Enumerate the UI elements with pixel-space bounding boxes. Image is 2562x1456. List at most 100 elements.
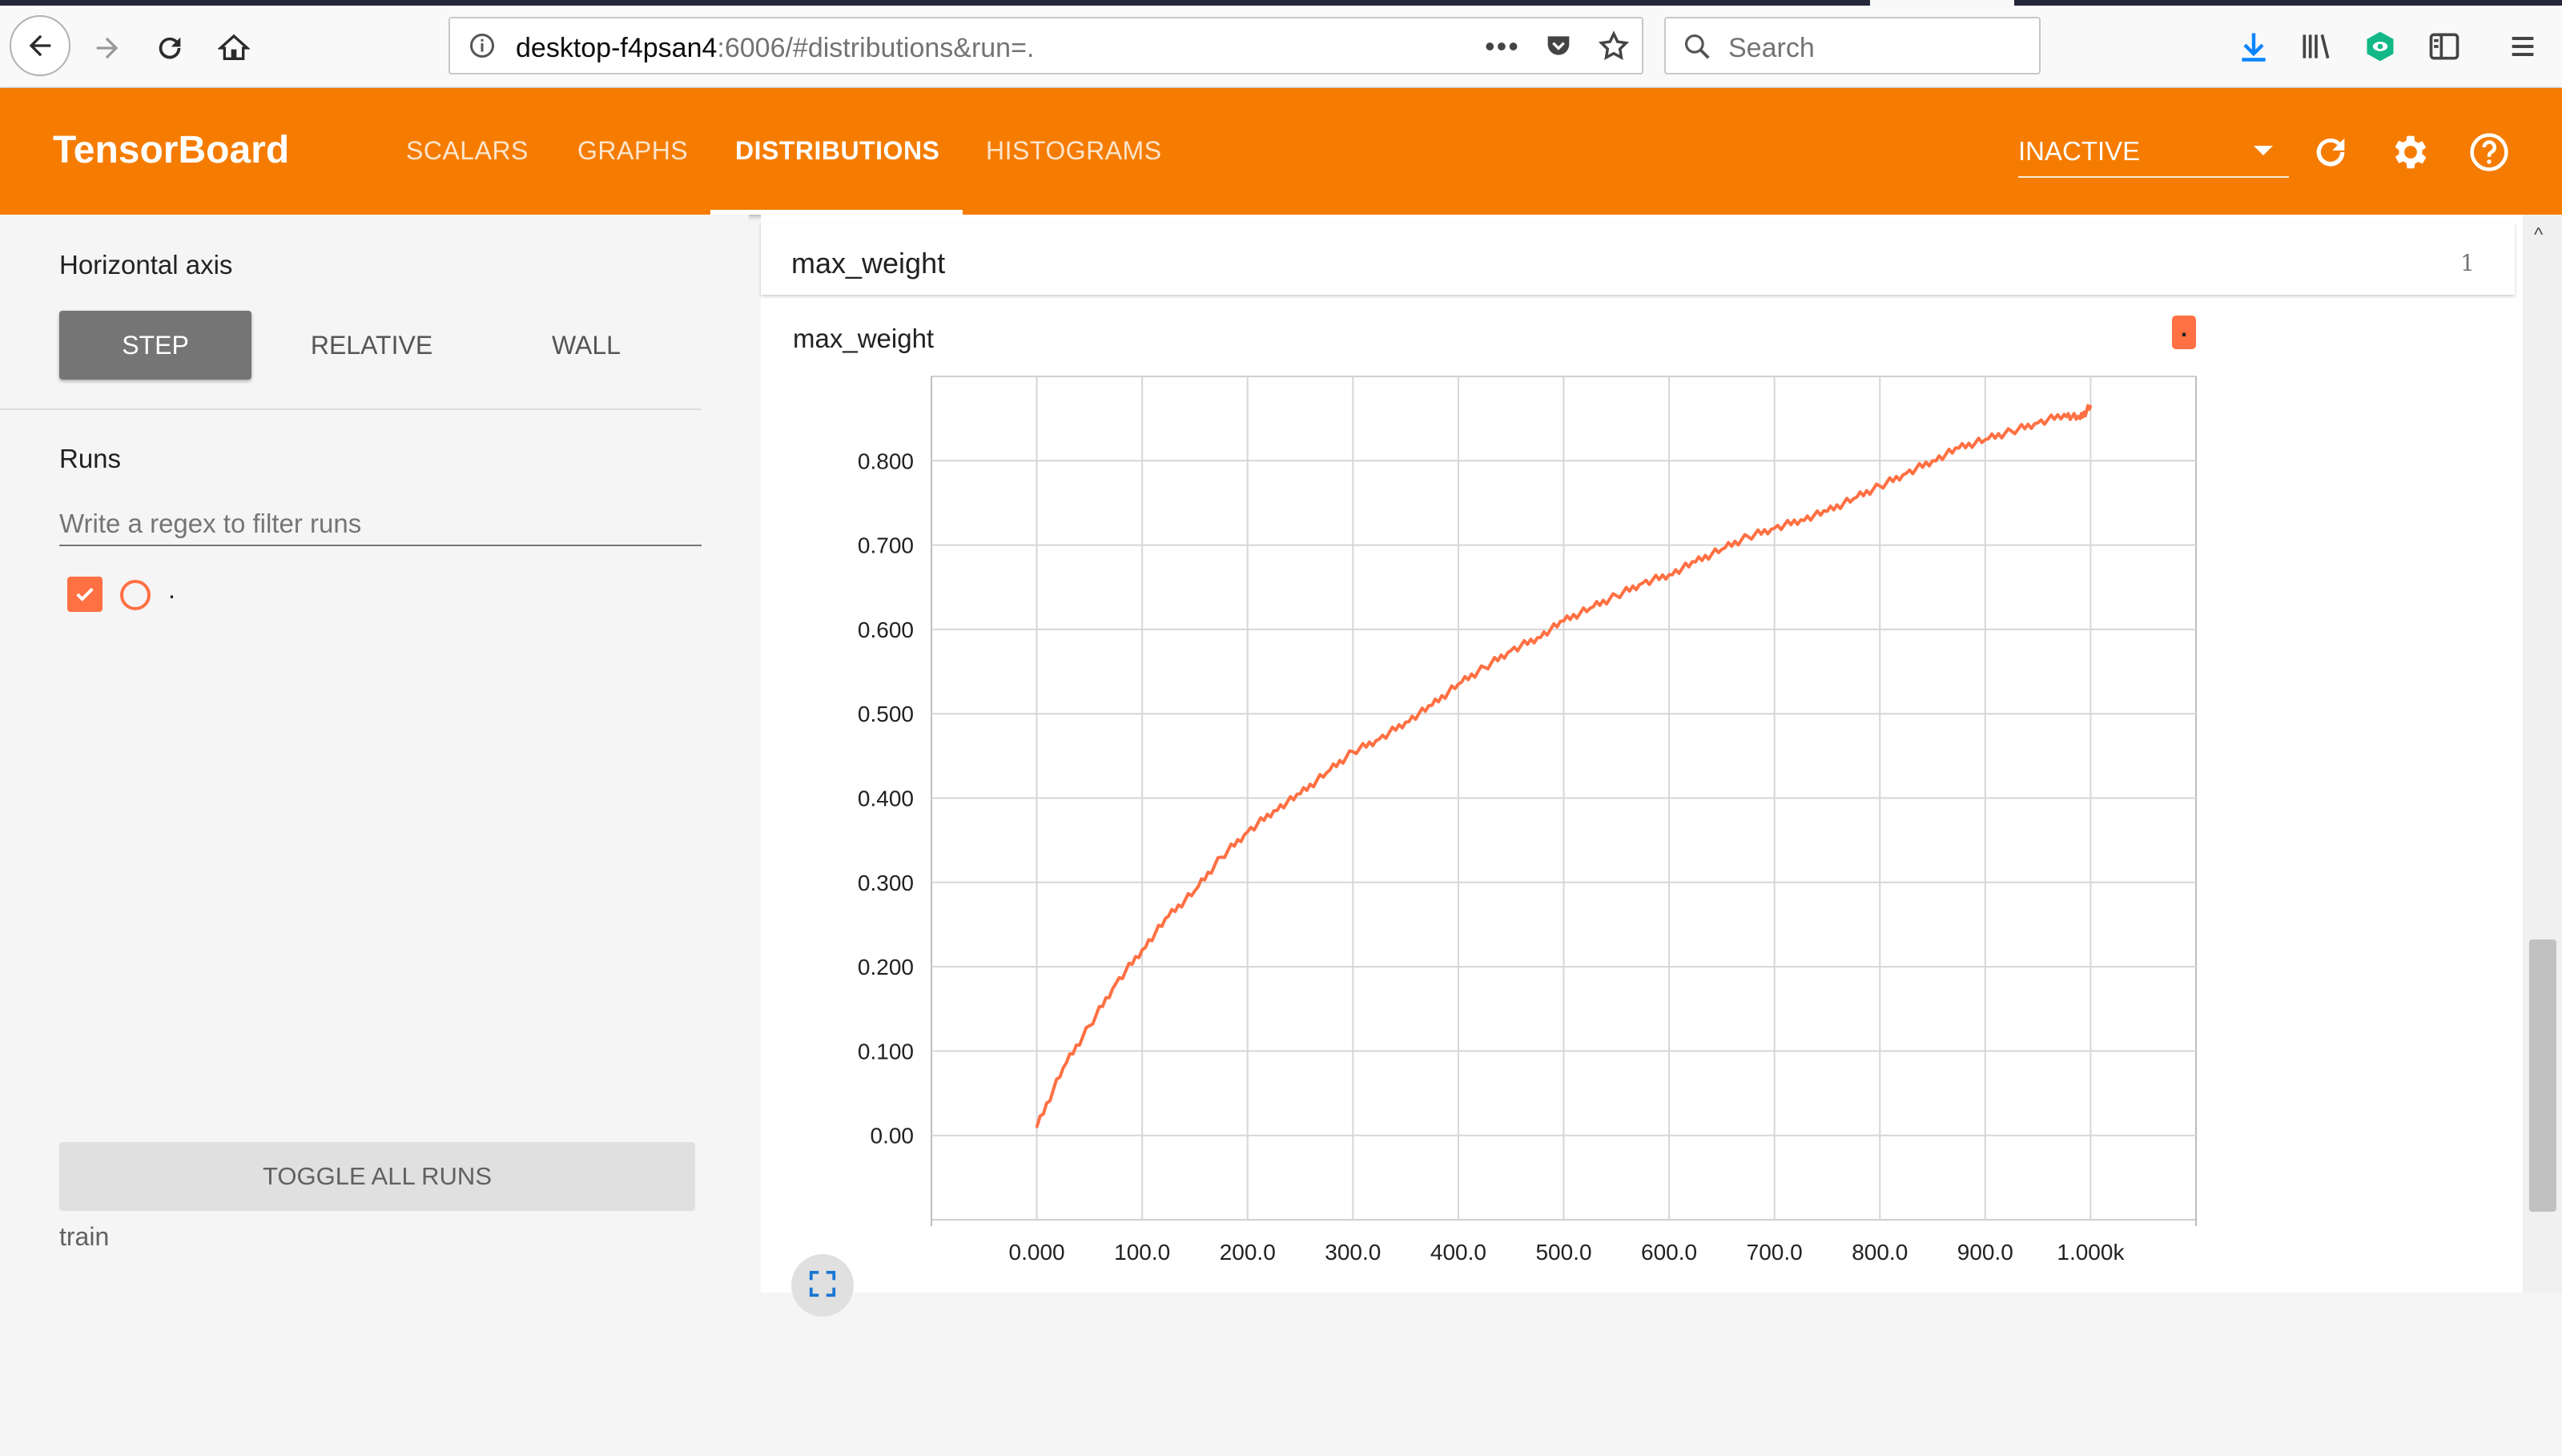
bookmark-star-icon[interactable] <box>1597 30 1631 63</box>
data-point <box>1588 607 1591 610</box>
pocket-icon[interactable] <box>1542 30 1575 62</box>
home-button[interactable] <box>210 24 258 72</box>
y-tick-label: 0.300 <box>858 871 914 895</box>
x-tick-label: 400.0 <box>1430 1240 1486 1265</box>
info-icon <box>470 34 494 58</box>
fit-domain-button[interactable] <box>791 1254 854 1317</box>
sidebar-divider <box>0 408 702 410</box>
x-tick-label: 600.0 <box>1641 1240 1697 1265</box>
data-point <box>2078 417 2081 420</box>
series-line <box>1035 404 2093 1128</box>
y-tick-label: 0.600 <box>858 617 914 642</box>
forward-button[interactable] <box>83 24 131 72</box>
data-point <box>1140 948 1144 951</box>
run-radio-button[interactable] <box>120 580 151 610</box>
search-icon <box>1684 34 1710 59</box>
run-checkbox[interactable] <box>67 577 103 612</box>
browser-toolbar: desktop-f4psan4:6006/#distributions&run=… <box>0 0 2562 88</box>
menu-button[interactable] <box>2500 24 2545 69</box>
data-point <box>2063 412 2066 416</box>
tab-distributions[interactable]: DISTRIBUTIONS <box>735 136 940 165</box>
axis-relative-button[interactable]: RELATIVE <box>310 330 433 360</box>
data-point <box>1378 738 1381 741</box>
settings-button[interactable] <box>2385 127 2436 178</box>
back-button[interactable] <box>10 15 70 76</box>
scrollbar-thumb[interactable] <box>2529 939 2556 1212</box>
extension-button[interactable] <box>2358 24 2403 69</box>
checkmark-icon <box>76 587 94 601</box>
home-icon <box>218 34 250 60</box>
forward-arrow-icon <box>96 37 119 59</box>
main-panel: max_weight 1 max_weight . 0.000 100.0 200.… <box>761 215 2523 1317</box>
data-point <box>1800 518 1803 521</box>
data-point <box>1615 594 1618 597</box>
data-point <box>1852 497 1855 501</box>
page-scrollbar[interactable]: ^ <box>2523 215 2562 1293</box>
url-text: desktop-f4psan4:6006/#distributions&run=… <box>516 33 1034 64</box>
data-point <box>1483 666 1486 669</box>
distribution-chart[interactable]: 0.000 100.0 200.0 300.0 400.0 500.0 600.0 700.0… <box>761 359 2523 1456</box>
reload-icon <box>159 37 181 59</box>
reload-button[interactable] <box>146 24 194 72</box>
log-directory-label: train <box>59 1222 110 1251</box>
url-bar[interactable]: desktop-f4psan4:6006/#distributions&run=… <box>448 17 1643 74</box>
axis-step-button[interactable]: STEP <box>59 311 251 380</box>
inactive-plugins-dropdown[interactable]: INACTIVE <box>2018 133 2289 178</box>
category-header[interactable]: max_weight 1 <box>761 223 2515 295</box>
url-host: desktop-f4psan4 <box>516 33 718 63</box>
active-browser-tab[interactable] <box>1870 0 2014 6</box>
data-point <box>1773 527 1776 530</box>
page-actions-icon[interactable]: ••• <box>1485 30 1520 62</box>
data-point <box>1325 771 1328 774</box>
extension-eye-icon <box>2367 31 2394 62</box>
x-tick-label: 900.0 <box>1957 1240 2013 1265</box>
chart-card-title: max_weight <box>793 324 935 353</box>
data-point <box>1825 509 1828 513</box>
data-point <box>1957 447 1961 450</box>
data-point <box>1036 1125 1039 1128</box>
sidebar: Horizontal axis STEP RELATIVE WALL Runs … <box>0 215 749 1293</box>
data-point <box>1273 809 1276 812</box>
x-tick-label: 800.0 <box>1852 1240 1908 1265</box>
axis-wall-button[interactable]: WALL <box>552 330 621 360</box>
data-point <box>1667 573 1671 576</box>
tab-histograms[interactable]: HISTOGRAMS <box>986 136 1162 165</box>
help-icon <box>2470 133 2508 171</box>
download-icon <box>2242 33 2266 62</box>
category-count: 1 <box>2460 250 2475 276</box>
horizontal-axis-label: Horizontal axis <box>59 250 233 280</box>
downloads-button[interactable] <box>2231 24 2276 69</box>
data-point <box>1167 915 1170 918</box>
data-point <box>1457 682 1460 686</box>
run-filter-input[interactable] <box>59 503 702 546</box>
y-tick-label: 0.800 <box>858 448 914 473</box>
data-point <box>1061 1066 1064 1069</box>
run-badge: . <box>2172 316 2196 349</box>
data-point <box>1878 485 1881 488</box>
runs-label: Runs <box>59 444 122 473</box>
toggle-all-runs-button[interactable]: TOGGLE ALL RUNS <box>59 1142 695 1211</box>
x-tick-label: 1.000k <box>2057 1240 2125 1265</box>
help-button[interactable] <box>2463 127 2515 178</box>
data-point <box>1088 1024 1091 1028</box>
refresh-icon <box>2316 138 2345 167</box>
y-tick-label: 0.200 <box>858 955 914 979</box>
category-title: max_weight <box>791 247 946 280</box>
tab-scalars[interactable]: SCALARS <box>406 136 529 165</box>
scroll-up-arrow-icon[interactable]: ^ <box>2534 224 2544 246</box>
fit-to-data-icon <box>809 1270 836 1297</box>
data-point <box>1720 548 1723 551</box>
run-name: . <box>168 575 175 604</box>
reader-view-button[interactable] <box>2422 24 2467 69</box>
browser-search-bar[interactable]: Search <box>1664 17 2041 74</box>
reload-data-button[interactable] <box>2305 127 2356 178</box>
data-point <box>2010 429 2013 432</box>
gear-icon <box>2395 135 2427 169</box>
data-point <box>1404 721 1407 724</box>
tab-graphs[interactable]: GRAPHS <box>577 136 689 165</box>
library-icon <box>2303 34 2330 59</box>
x-tick-label: 0.000 <box>1009 1240 1065 1265</box>
data-point <box>1563 619 1565 622</box>
library-button[interactable] <box>2294 24 2339 69</box>
data-point <box>1220 855 1223 859</box>
